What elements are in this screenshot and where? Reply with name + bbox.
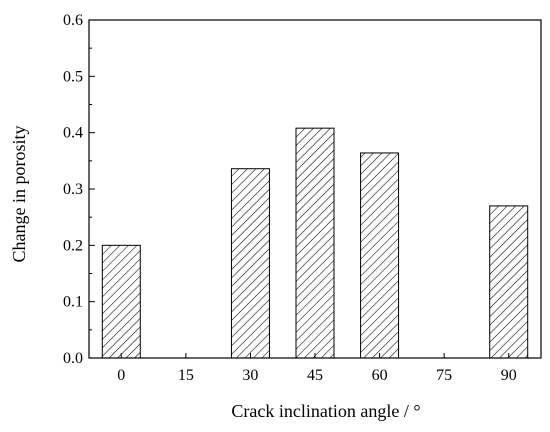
x-tick-label: 30 [242, 367, 258, 384]
x-tick-label: 60 [372, 367, 388, 384]
x-tick-label: 45 [307, 367, 323, 384]
axes-group: 0 15 30 45 60 75 90 0.0 0.1 0.2 0.3 0.4 0.5 0.6 [63, 12, 542, 384]
bar-30 [230, 168, 270, 359]
bars-group [101, 127, 529, 359]
bar-60 [360, 152, 400, 359]
x-tick-label: 0 [117, 367, 125, 384]
y-tick-label: 0.6 [63, 12, 83, 29]
bar-90 [489, 205, 529, 359]
x-tick-label: 75 [436, 367, 452, 384]
bar-45 [295, 127, 335, 359]
bar-0 [101, 244, 141, 359]
y-tick-label: 0.2 [63, 237, 83, 254]
y-tick-label: 0.4 [63, 125, 83, 142]
x-tick-label: 90 [501, 367, 517, 384]
y-tick-label: 0.1 [63, 294, 83, 311]
y-tick-label: 0.5 [63, 68, 83, 85]
y-tick-label: 0.0 [63, 350, 83, 367]
y-axis-title: Change in porosity [9, 126, 29, 263]
x-axis-title: Crack inclination angle / ° [231, 401, 420, 421]
x-tick-label: 15 [178, 367, 194, 384]
y-tick-label: 0.3 [63, 181, 83, 198]
